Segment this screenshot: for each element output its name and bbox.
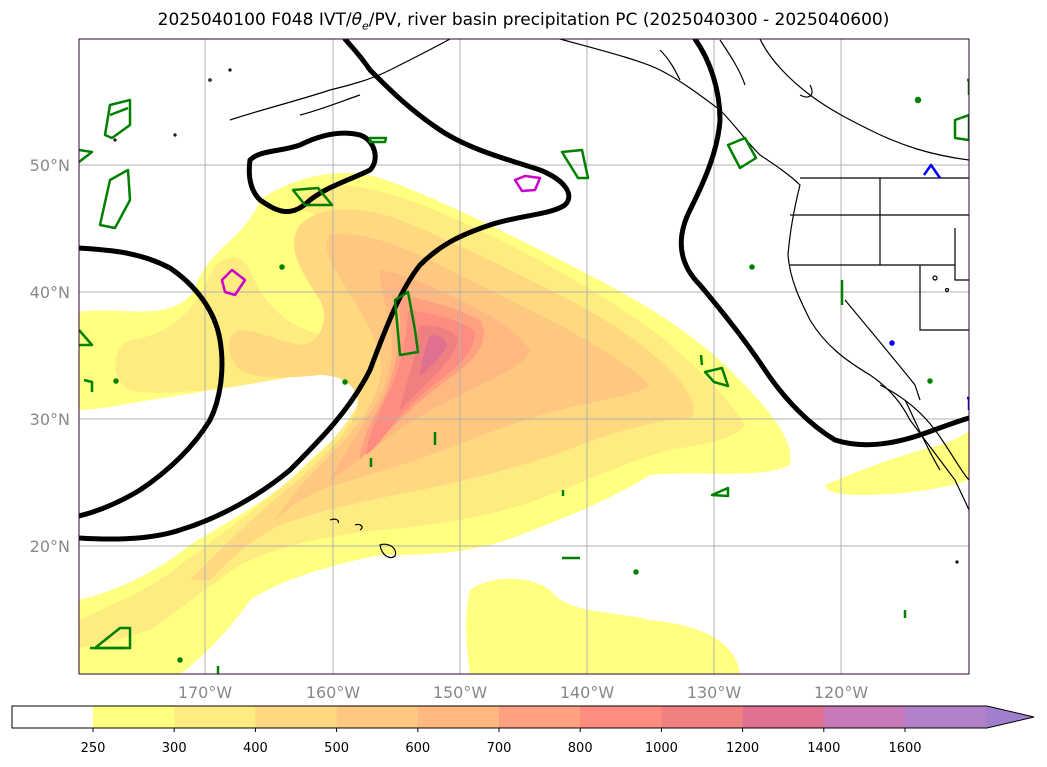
colorbar-tick-label: 300 (162, 741, 187, 756)
lon-labels: 170°W 160°W 150°W 140°W 130°W 120°W (178, 683, 869, 702)
colorbar-segment (499, 706, 581, 728)
lon-label-140w: 140°W (560, 683, 615, 702)
colorbar-segment (905, 706, 987, 728)
colorbar-segment (823, 706, 906, 728)
lat-label-20: 20°N (30, 537, 70, 556)
theta-e-contours (79, 39, 969, 542)
colorbar-outline (11, 705, 1035, 729)
lat-label-40: 40°N (30, 283, 70, 302)
colorbar: 250 300 400 500 600 700 800 1000 1200 1400 1600 (11, 705, 1035, 756)
colorbar-segment (174, 706, 256, 728)
colorbar-tick-label: 600 (405, 741, 430, 756)
colorbar-seg-below (12, 706, 93, 728)
lon-label-120w: 120°W (814, 683, 869, 702)
coastlines (229, 39, 969, 511)
colorbar-segment (417, 706, 500, 728)
pv-contours-magenta (220, 174, 542, 297)
ivt-level-250-east (825, 430, 969, 495)
map-area (79, 39, 969, 674)
colorbar-tick-label: 700 (487, 741, 512, 756)
colorbar-tick-label: 400 (243, 741, 268, 756)
colorbar-tick-label: 250 (81, 741, 106, 756)
lon-label-150w: 150°W (433, 683, 488, 702)
colorbar-segment (986, 706, 1034, 728)
colorbar-segment (580, 706, 662, 728)
ivt-level-1200 (420, 335, 447, 376)
colorbar-tick-label: 1200 (726, 741, 759, 756)
pv-contours-blue (889, 163, 969, 410)
colorbar-tick-label: 800 (568, 741, 593, 756)
lat-label-30: 30°N (30, 410, 70, 429)
colorbar-tick-label: 500 (324, 741, 349, 756)
lon-label-130w: 130°W (687, 683, 742, 702)
colorbar-labels: 250 300 400 500 600 700 800 1000 1200 1400 1600 (81, 728, 922, 756)
colorbar-segment (661, 706, 744, 728)
ivt-level-250-south (466, 578, 740, 674)
lat-label-50: 50°N (30, 156, 70, 175)
pv-contours-green (79, 78, 969, 674)
colorbar-segment (742, 706, 825, 728)
islands (113, 68, 959, 564)
colorbar-tick-label: 1600 (888, 741, 921, 756)
colorbar-segment (93, 706, 175, 728)
ivt-shading (79, 172, 969, 674)
lat-labels: 50°N 40°N 30°N 20°N (30, 156, 70, 556)
title-suffix: /PV, river basin precipitation PC (20250… (368, 10, 890, 30)
title-prefix: 2025040100 F048 IVT/ (157, 10, 352, 30)
colorbar-tick-label: 1000 (645, 741, 678, 756)
colorbar-tick-label: 1400 (807, 741, 840, 756)
map-title: 2025040100 F048 IVT/θe/PV, river basin p… (0, 10, 1047, 32)
map-frame (78, 38, 970, 675)
colorbar-segment (255, 706, 338, 728)
colorbar-segment (336, 706, 419, 728)
colorbar-segments (93, 706, 1034, 728)
title-theta-sub: e (362, 19, 369, 33)
lon-label-160w: 160°W (306, 683, 361, 702)
title-theta: θ (351, 10, 362, 30)
lon-label-170w: 170°W (178, 683, 233, 702)
